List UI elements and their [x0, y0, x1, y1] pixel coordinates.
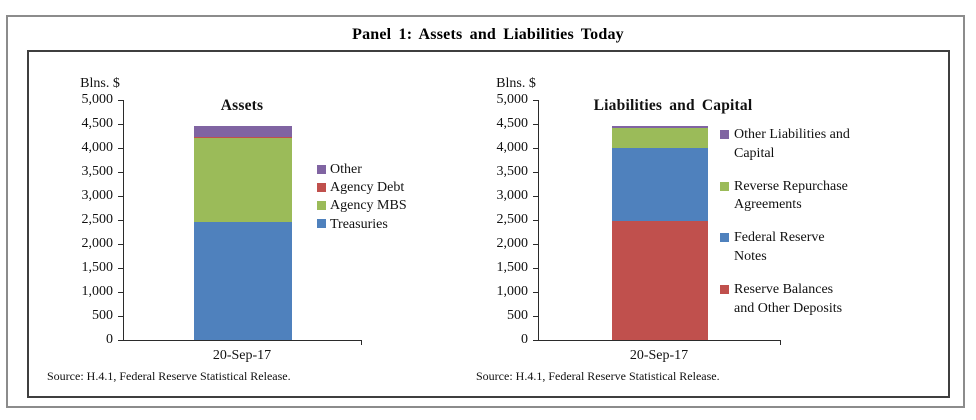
y-tick — [533, 292, 538, 293]
bar-segment-other-liabilities-and-capital — [612, 125, 708, 129]
x-axis-end-tick — [361, 340, 362, 345]
y-tick — [118, 124, 123, 125]
legend-swatch-reserve-balances-and-other-deposits — [720, 285, 729, 295]
y-tick-label: 2,000 — [496, 236, 529, 251]
legend-label-line: Treasuries — [330, 216, 388, 232]
y-tick — [533, 244, 538, 245]
bar-segment-agency-mbs — [194, 137, 292, 223]
y-tick-label: 2,000 — [81, 236, 114, 251]
y-tick — [533, 148, 538, 149]
y-tick-label: 2,500 — [496, 212, 529, 227]
legend-swatch-reverse-repurchase-agreements — [720, 181, 729, 191]
bar-segment-reverse-repurchase-agreements — [612, 128, 708, 148]
source-note: Source: H.4.1, Federal Reserve Statistic… — [47, 369, 291, 383]
y-tick-label: 0 — [521, 332, 528, 347]
legend-swatch-agency-mbs — [317, 200, 326, 210]
chart-title: Liabilities and Capital — [593, 97, 753, 114]
legend-label-line: Agency MBS — [330, 198, 407, 214]
legend-label-line: Agency Debt — [330, 180, 405, 196]
x-category-label: 20-Sep-17 — [629, 348, 689, 363]
y-tick-label: 500 — [507, 308, 528, 323]
legend-swatch-other-liabilities-and-capital — [720, 130, 729, 139]
y-tick — [533, 316, 538, 317]
y-axis-unit-label: Blns. $ — [80, 76, 120, 91]
x-axis-line — [538, 340, 781, 341]
legend-label: Other — [330, 161, 362, 180]
y-tick — [533, 340, 538, 341]
y-tick-label: 5,000 — [81, 92, 114, 107]
legend-label-line: Notes — [734, 248, 767, 264]
legend-label: Agency Debt — [330, 179, 404, 198]
bar-segment-reserve-balances-and-other-deposits — [612, 220, 708, 340]
y-tick — [533, 220, 538, 221]
y-tick-label: 1,000 — [81, 284, 114, 299]
y-tick — [118, 244, 123, 245]
panel-title: Panel 1: Assets and Liabilities Today — [352, 26, 624, 43]
legend-label-line: Reserve Balances — [734, 282, 834, 298]
legend-label-line: Other — [330, 162, 362, 177]
legend-label-line: and Other Deposits — [734, 300, 843, 316]
y-tick — [533, 268, 538, 269]
y-tick-label: 0 — [106, 332, 113, 347]
y-tick — [118, 196, 123, 197]
legend-label-line: Federal Reserve — [734, 230, 825, 246]
y-tick — [118, 148, 123, 149]
y-tick-label: 4,500 — [496, 116, 529, 131]
y-tick-label: 4,000 — [81, 140, 114, 155]
y-tick — [533, 172, 538, 173]
bar-segment-other — [194, 125, 292, 137]
y-tick — [118, 292, 123, 293]
y-tick-label: 1,000 — [496, 284, 529, 299]
y-tick-label: 4,500 — [81, 116, 114, 131]
y-tick-label: 3,000 — [81, 188, 114, 203]
y-tick — [118, 220, 123, 221]
legend-swatch-federal-reserve-notes — [720, 233, 729, 243]
y-axis-line — [123, 100, 124, 341]
source-note: Source: H.4.1, Federal Reserve Statistic… — [476, 369, 720, 383]
legend-swatch-agency-debt — [317, 182, 326, 192]
legend-label: Reserve Balances and Other Deposits — [734, 281, 842, 318]
legend-label: Other Liabilities and Capital — [734, 126, 850, 163]
y-tick-label: 5,000 — [496, 92, 529, 107]
legend-label-line: Capital — [734, 145, 775, 161]
legend-label-line: Other Liabilities and — [734, 127, 850, 142]
y-tick-label: 1,500 — [496, 260, 529, 275]
y-tick — [533, 196, 538, 197]
y-tick-label: 3,500 — [81, 164, 114, 179]
chart-title: Assets — [220, 97, 264, 114]
y-tick-label: 3,500 — [496, 164, 529, 179]
legend-label: Treasuries — [330, 216, 388, 235]
y-tick-label: 4,000 — [496, 140, 529, 155]
x-axis-line — [123, 340, 362, 341]
y-tick — [118, 100, 123, 101]
bar-segment-treasuries — [194, 222, 292, 340]
y-tick — [118, 316, 123, 317]
y-tick-label: 2,500 — [81, 212, 114, 227]
y-axis-unit-label: Blns. $ — [496, 76, 536, 91]
y-tick-label: 3,000 — [496, 188, 529, 203]
legend-swatch-other — [317, 164, 326, 174]
legend-label-line: Agreements — [734, 197, 802, 213]
bar-segment-federal-reserve-notes — [612, 148, 708, 221]
y-tick-label: 500 — [92, 308, 113, 323]
y-tick — [533, 124, 538, 125]
y-tick — [118, 172, 123, 173]
legend-label: Agency MBS — [330, 197, 407, 216]
y-axis-line — [538, 100, 539, 341]
x-category-label: 20-Sep-17 — [212, 348, 272, 363]
y-tick — [118, 268, 123, 269]
legend-swatch-treasuries — [317, 219, 326, 229]
legend-label: Federal Reserve Notes — [734, 229, 825, 266]
x-axis-end-tick — [780, 340, 781, 345]
legend-label-line: Reverse Repurchase — [734, 178, 848, 194]
y-tick-label: 1,500 — [81, 260, 114, 275]
y-tick — [533, 100, 538, 101]
y-tick — [118, 340, 123, 341]
legend-label: Reverse Repurchase Agreements — [734, 178, 848, 215]
